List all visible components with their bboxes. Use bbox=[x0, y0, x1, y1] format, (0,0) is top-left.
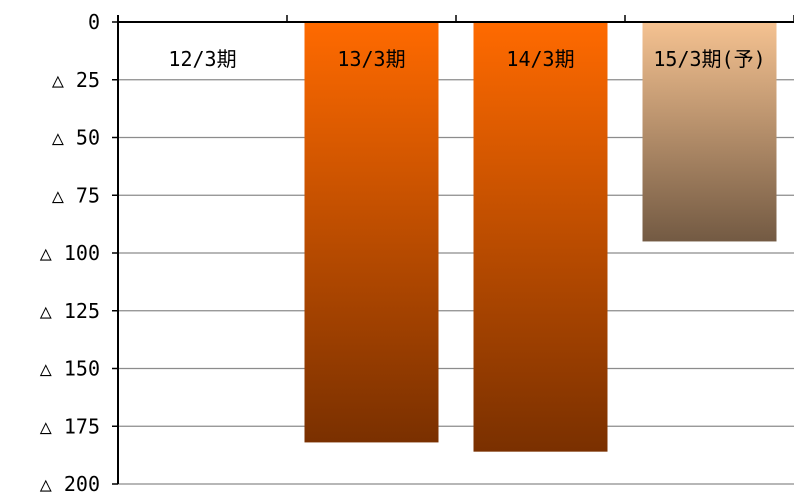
category-label: 15/3期(予) bbox=[653, 47, 765, 71]
labels: 0 △ 25 △ 50 △ 75 △ 100 △ 125 △ 150 △ 175 △ 200 12… bbox=[40, 10, 766, 496]
grid-lines bbox=[118, 79, 794, 485]
y-tick-label: △ 25 bbox=[52, 68, 100, 92]
y-tick-label: △ 75 bbox=[52, 183, 100, 207]
y-tick-label: △ 150 bbox=[40, 357, 100, 381]
y-tick-label: △ 50 bbox=[52, 126, 100, 150]
bars bbox=[304, 22, 777, 452]
category-label: 12/3期 bbox=[168, 47, 236, 71]
bar bbox=[642, 22, 777, 242]
bar bbox=[473, 22, 608, 452]
category-label: 14/3期 bbox=[506, 47, 574, 71]
axes bbox=[112, 15, 794, 485]
y-tick-label: △ 175 bbox=[40, 414, 100, 438]
y-tick-label: △ 125 bbox=[40, 299, 100, 323]
y-tick-label: △ 200 bbox=[40, 472, 100, 493]
y-tick-label: 0 bbox=[88, 10, 100, 34]
category-label: 13/3期 bbox=[337, 47, 405, 71]
y-tick-label: △ 100 bbox=[40, 241, 100, 265]
bar bbox=[304, 22, 439, 443]
